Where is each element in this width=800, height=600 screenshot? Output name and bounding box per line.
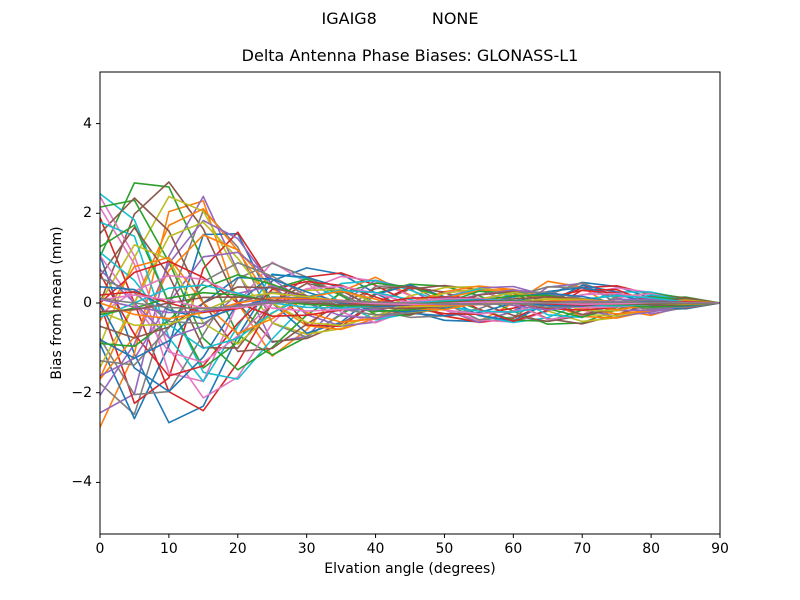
bias-line [99,297,720,310]
x-tick-label: 0 [95,541,105,557]
suptitle-right: NONE [431,9,479,28]
suptitle-left: IGAIG8 [321,9,377,28]
y-tick-label: 2 [83,205,92,222]
x-tick-label: 20 [228,541,247,557]
y-tick-label: −2 [71,384,92,401]
x-axis-label: Elvation angle (degrees) [324,561,496,577]
x-tick-label: 50 [435,541,454,557]
x-tick-label: 70 [573,541,592,557]
x-tick-label: 80 [642,541,661,557]
x-tick-label: 40 [366,541,385,557]
y-tick-label: 4 [83,115,92,132]
bias-line [99,251,721,350]
chart-title: Delta Antenna Phase Biases: GLONASS-L1 [241,46,579,65]
suptitle: IGAIG8 NONE [0,9,800,28]
x-tick-label: 30 [297,541,316,557]
y-tick-label: 0 [83,295,92,311]
bias-line [99,274,721,315]
bias-line [99,197,721,353]
y-tick-label: −4 [71,474,92,491]
x-tick-label: 90 [711,541,729,557]
x-tick-label: 10 [159,541,178,557]
bias-line [99,262,721,396]
x-tick-label: 60 [504,541,523,557]
bias-line [99,181,721,343]
